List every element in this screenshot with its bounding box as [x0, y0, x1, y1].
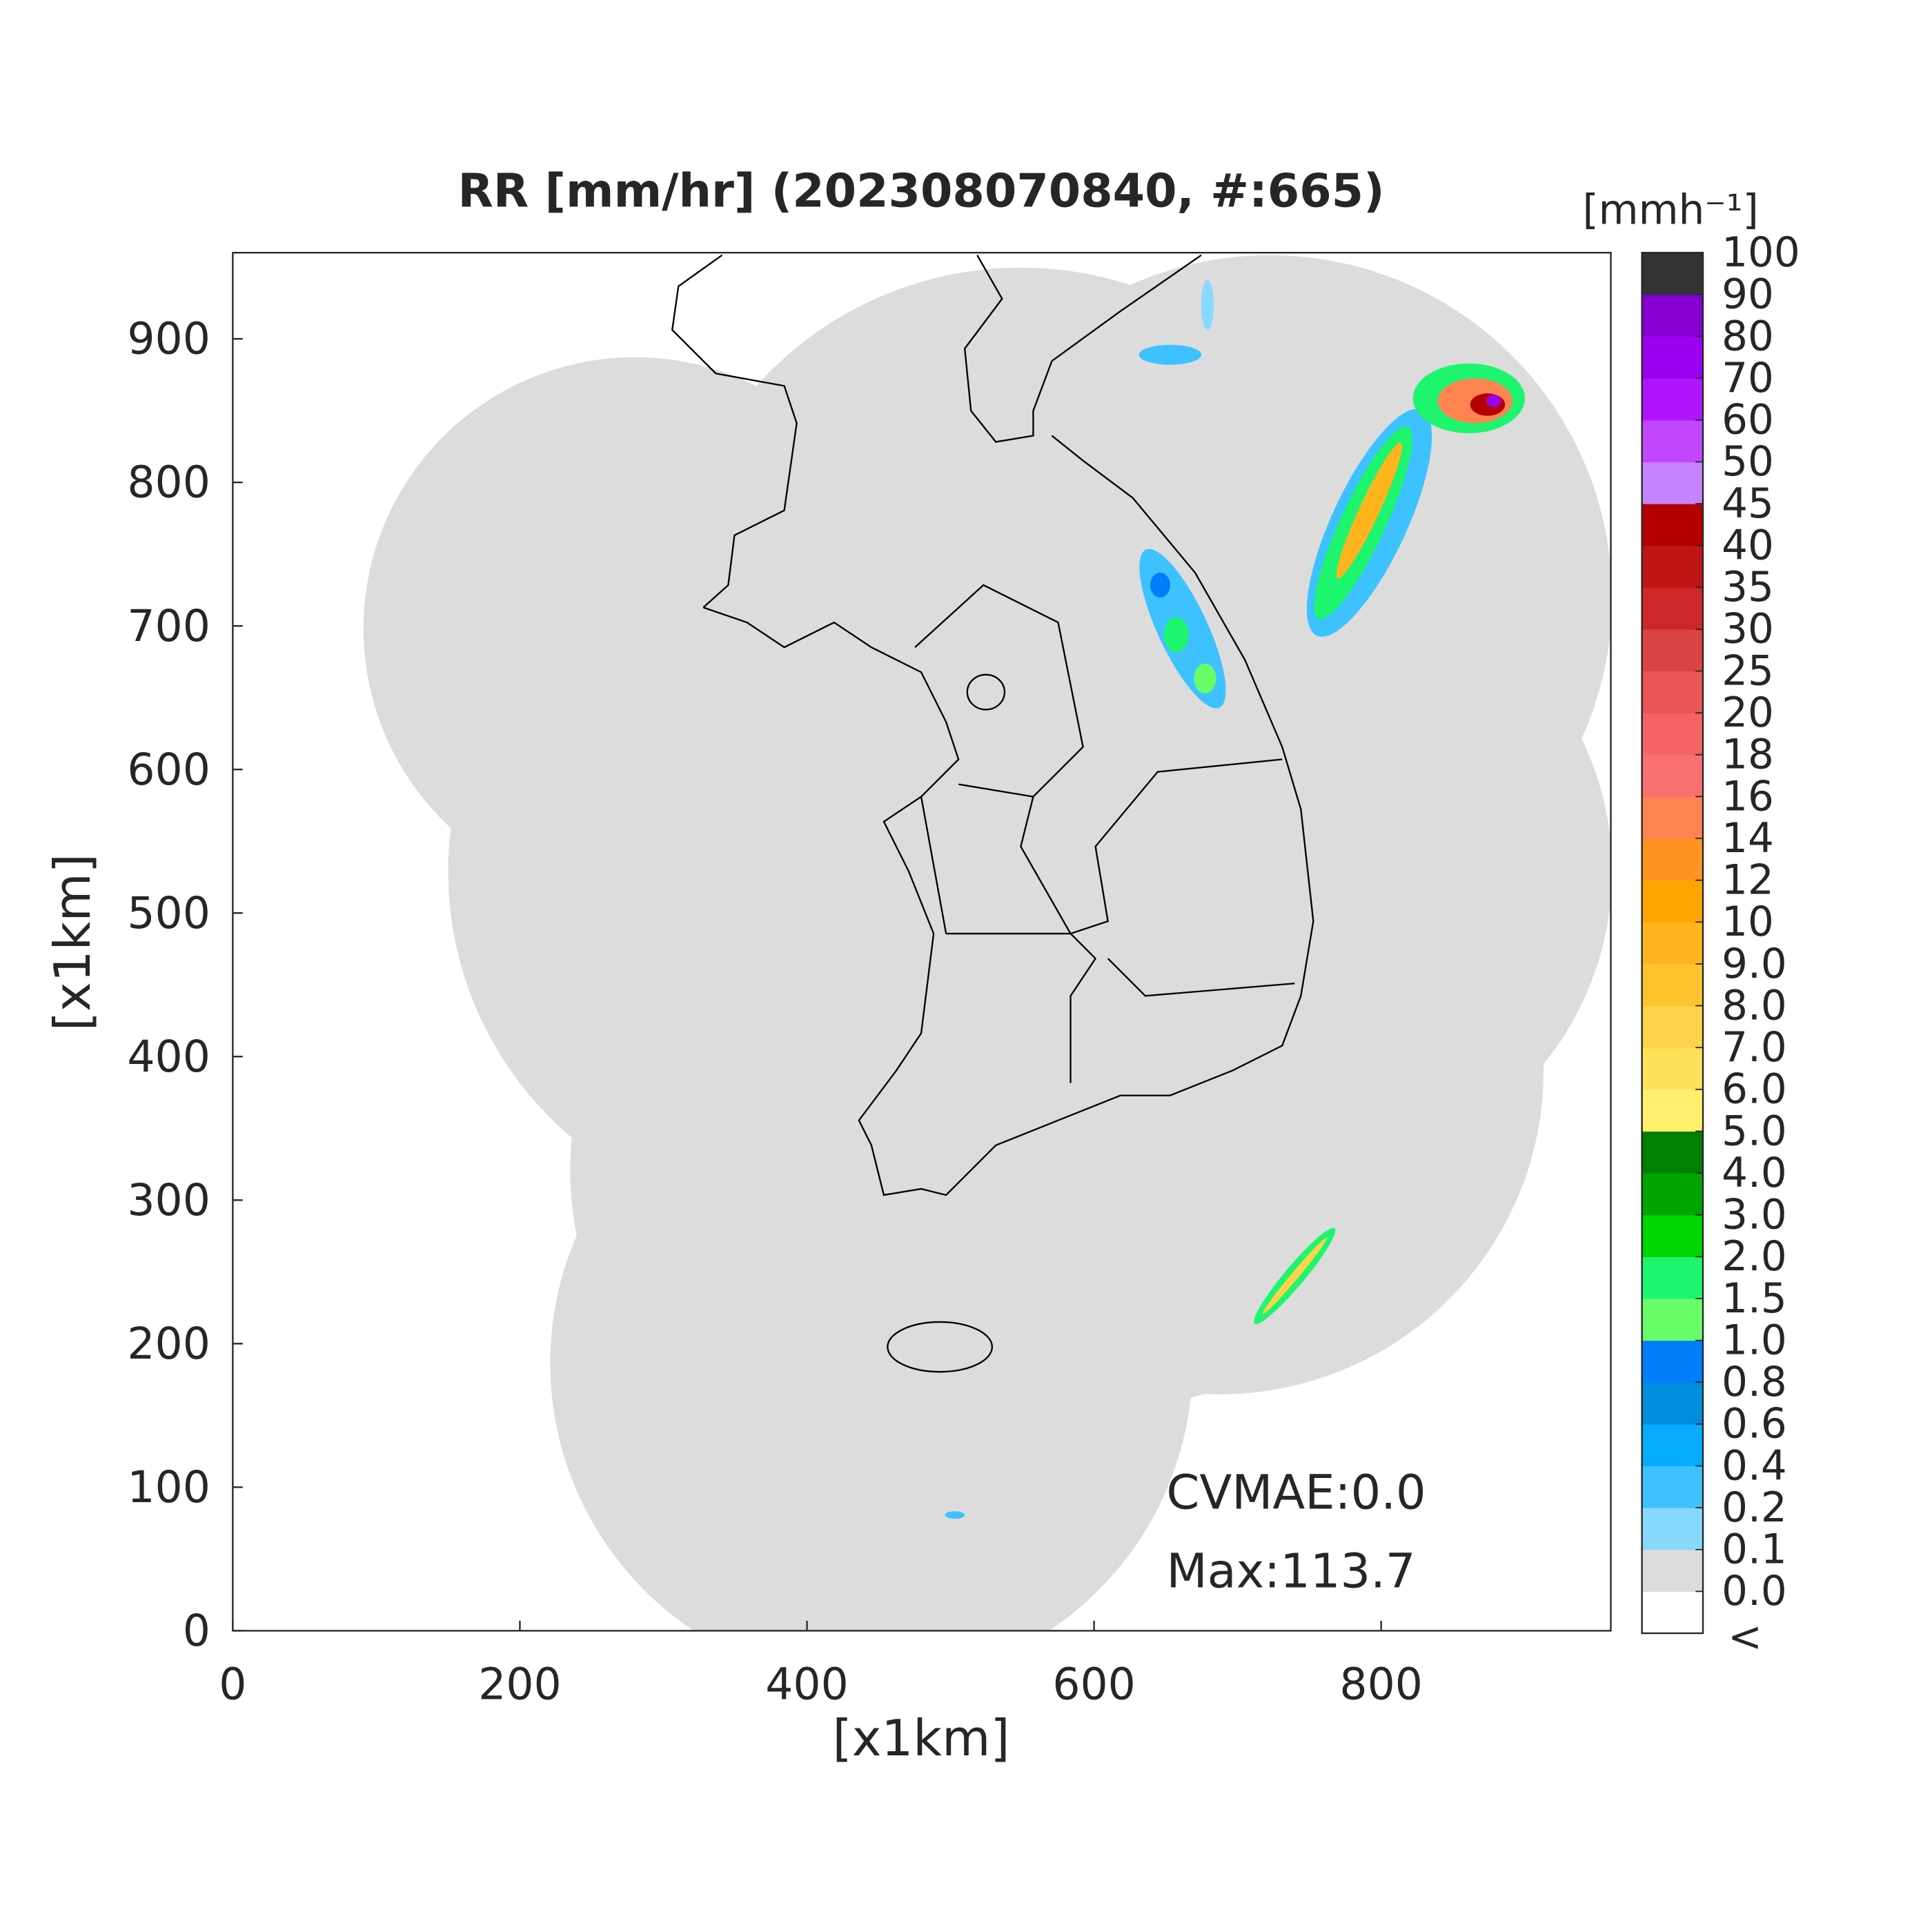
y-tick-label: 300	[127, 1174, 210, 1225]
colorbar-bin	[1642, 838, 1704, 881]
colorbar-tick-label: 45	[1722, 480, 1774, 528]
rain-echoes	[945, 279, 1526, 1519]
colorbar-tick-label: 0.6	[1722, 1401, 1787, 1448]
colorbar-tick-label: 16	[1722, 773, 1774, 820]
coastline	[671, 254, 1314, 1373]
plot-frame	[232, 252, 1612, 1632]
y-tick-label: 500	[127, 887, 210, 938]
colorbar-bin	[1642, 1256, 1704, 1299]
x-tick-label: 200	[478, 1659, 562, 1710]
colorbar-tick-label: 0.8	[1722, 1359, 1787, 1406]
y-tick-label: 800	[127, 457, 210, 508]
colorbar-bin	[1642, 504, 1704, 546]
colorbar-tick-label: 1.0	[1722, 1317, 1787, 1364]
colorbar-bin	[1642, 462, 1704, 504]
colorbar-tick-label: 30	[1722, 606, 1774, 653]
colorbar-bin	[1642, 922, 1704, 965]
colorbar-bin	[1642, 963, 1704, 1007]
colorbar-bin	[1642, 1423, 1704, 1467]
colorbar-bin	[1642, 1047, 1704, 1090]
colorbar-bin	[1642, 294, 1704, 337]
chart-title: RR [mm/hr] (202308070840, #:665)	[457, 164, 1384, 217]
colorbar-bin	[1642, 671, 1704, 713]
colorbar-tick-label: 18	[1722, 731, 1774, 779]
x-tick-label: 600	[1052, 1659, 1136, 1710]
colorbar-tick-label: 5.0	[1722, 1107, 1787, 1155]
y-tick-label: 100	[127, 1461, 210, 1512]
x-axis-label: [x1km]	[833, 1710, 1010, 1768]
colorbar-bin	[1642, 378, 1704, 421]
colorbar-tick-label: 0.1	[1722, 1526, 1787, 1574]
colorbar-tick-label: 100	[1722, 229, 1800, 277]
y-tick-label: 0	[183, 1605, 210, 1656]
colorbar-bin	[1642, 1173, 1704, 1216]
colorbar-tick-label: 1.5	[1722, 1275, 1787, 1323]
colorbar-bin	[1642, 1214, 1704, 1257]
y-tick-label: 600	[127, 744, 210, 795]
colorbar-tick-label: 25	[1722, 647, 1774, 695]
y-tick-label: 700	[127, 600, 210, 651]
colorbar-tick-label: 50	[1722, 438, 1774, 486]
colorbar-tick-label: 70	[1722, 355, 1774, 402]
colorbar-bin	[1642, 545, 1704, 588]
colorbar-tick-label: 90	[1722, 271, 1774, 319]
colorbar-bin	[1642, 1549, 1704, 1592]
colorbar-bin	[1642, 880, 1704, 923]
colorbar-tick-label: 14	[1722, 815, 1774, 862]
colorbar-bin	[1642, 1508, 1704, 1550]
x-tick-label: 0	[219, 1659, 246, 1710]
colorbar-tick-label: 40	[1722, 522, 1774, 569]
y-axis-label: [x1km]	[44, 854, 102, 1031]
annotation: Max:113.7	[1166, 1544, 1415, 1599]
colorbar-bin	[1642, 713, 1704, 756]
colorbar-tick-label: 9.0	[1722, 940, 1787, 988]
annotation: CVMAE:0.0	[1166, 1466, 1426, 1521]
colorbar-frame	[1641, 252, 1704, 1635]
colorbar-tick-label: 6.0	[1722, 1066, 1787, 1114]
colorbar-bin	[1642, 1131, 1704, 1174]
colorbar-tick-label: 12	[1722, 857, 1774, 905]
colorbar-bin	[1642, 1089, 1704, 1132]
colorbar-bin	[1642, 1591, 1704, 1634]
colorbar-tick-label: 0.4	[1722, 1442, 1787, 1490]
y-tick-label: 400	[127, 1031, 210, 1082]
colorbar-tick-label: 8.0	[1722, 982, 1787, 1029]
colorbar-bin	[1642, 253, 1704, 295]
y-tick-label: 900	[127, 313, 210, 364]
colorbar-tick-label: 0.2	[1722, 1484, 1787, 1532]
colorbar-tick-label: 35	[1722, 564, 1774, 611]
colorbar-bin	[1642, 336, 1704, 379]
colorbar-under-label: <	[1728, 1613, 1762, 1661]
colorbar-unit: [mmh⁻¹]	[1582, 187, 1758, 235]
colorbar-bin	[1642, 420, 1704, 462]
colorbar-tick-label: 10	[1722, 898, 1774, 946]
colorbar-tick-label: 4.0	[1722, 1150, 1787, 1197]
colorbar-tick-label: 7.0	[1722, 1024, 1787, 1072]
colorbar-bin	[1642, 1382, 1704, 1425]
colorbar-bin	[1642, 754, 1704, 797]
y-tick-label: 200	[127, 1318, 210, 1369]
x-tick-label: 800	[1339, 1659, 1422, 1710]
colorbar-tick-label: 2.0	[1722, 1233, 1787, 1281]
colorbar-tick-label: 20	[1722, 689, 1774, 737]
colorbar-bin	[1642, 1466, 1704, 1508]
colorbar-bin	[1642, 587, 1704, 630]
colorbar-bin	[1642, 1005, 1704, 1048]
radar-coverage	[363, 254, 1611, 1631]
colorbar-tick-label: 80	[1722, 313, 1774, 360]
x-tick-label: 400	[765, 1659, 849, 1710]
colorbar-bin	[1642, 1298, 1704, 1341]
colorbar-tick-label: 3.0	[1722, 1192, 1787, 1239]
colorbar-bin	[1642, 796, 1704, 839]
colorbar-bin	[1642, 629, 1704, 672]
colorbar-bin	[1642, 1340, 1704, 1383]
colorbar-tick-label: 0.0	[1722, 1568, 1787, 1615]
colorbar-tick-label: 60	[1722, 397, 1774, 444]
